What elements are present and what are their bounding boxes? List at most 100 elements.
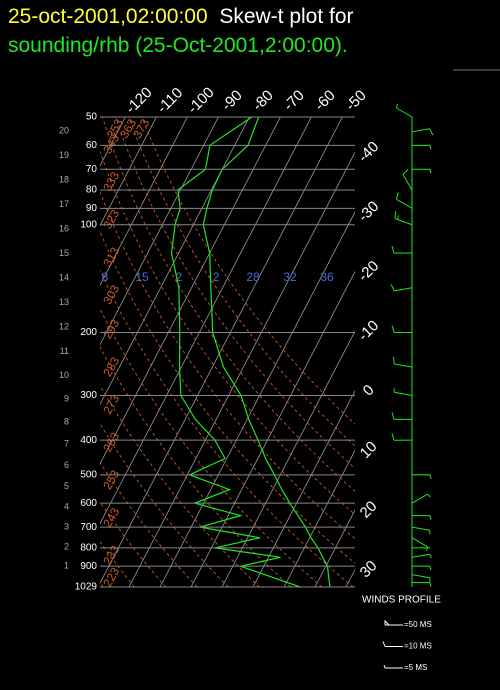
temperature-tick-label: -100 bbox=[184, 84, 217, 117]
y-tick-label: 800 bbox=[80, 543, 97, 554]
height-tick-label: 4 bbox=[64, 502, 69, 512]
y-tick-label: 300 bbox=[80, 390, 97, 401]
wind-barb bbox=[411, 582, 432, 587]
isotherm bbox=[314, 509, 355, 587]
dry-adiabat-label: 323 bbox=[100, 207, 122, 232]
dry-adiabat bbox=[100, 461, 198, 587]
temperature-tick-label: -20 bbox=[355, 258, 382, 285]
height-tick-label: 8 bbox=[64, 416, 69, 426]
dry-adiabat bbox=[128, 117, 355, 447]
dry-adiabat bbox=[100, 501, 167, 587]
isotherm bbox=[100, 117, 312, 525]
dry-adiabat bbox=[101, 117, 355, 492]
temperature-tick-label: -60 bbox=[311, 87, 338, 114]
dry-adiabat-label: 253 bbox=[100, 467, 122, 492]
isotherm bbox=[100, 117, 157, 227]
height-tick-label: 20 bbox=[59, 125, 69, 135]
wind-barb bbox=[391, 325, 413, 333]
wind-barb bbox=[411, 526, 431, 535]
temperature-tick-label: -90 bbox=[218, 87, 245, 114]
wind-barb bbox=[411, 515, 432, 520]
plot-area: 3733633533433333233133032932832732632532… bbox=[100, 117, 355, 587]
dry-adiabat bbox=[100, 422, 229, 587]
wind-legend-label: =10 MS bbox=[404, 642, 432, 651]
height-tick-label: 12 bbox=[59, 322, 69, 332]
dry-adiabat-label: 263 bbox=[100, 430, 122, 455]
isotherm bbox=[100, 117, 250, 406]
wind-legend-symbol bbox=[383, 664, 403, 669]
y-tick-label: 50 bbox=[86, 112, 98, 123]
temperature-tick-label: -80 bbox=[249, 87, 276, 114]
wind-barb bbox=[411, 537, 429, 551]
height-tick-label: 10 bbox=[59, 370, 69, 380]
temperature-tick-label: -70 bbox=[280, 87, 307, 114]
height-tick-label: 13 bbox=[59, 297, 69, 307]
temperature-tick-label: 30 bbox=[357, 557, 381, 581]
wind-barb bbox=[411, 168, 432, 174]
wind-barb bbox=[391, 433, 413, 441]
height-tick-label: 1 bbox=[64, 560, 69, 570]
temperature-tick-label: -10 bbox=[355, 317, 382, 344]
height-tick-label: 2 bbox=[64, 541, 69, 551]
y-tick-label: 90 bbox=[86, 203, 98, 214]
wind-barb bbox=[391, 412, 413, 420]
wind-legend-symbol bbox=[382, 641, 403, 647]
y-tick-label: 400 bbox=[80, 435, 97, 446]
isotherm bbox=[100, 117, 343, 585]
wind-barb bbox=[411, 474, 432, 479]
y-tick-label: 700 bbox=[80, 522, 97, 533]
subtitle: sounding/rhb (25-Oct-2001,2:00:00). bbox=[8, 34, 348, 57]
wind-barb bbox=[395, 103, 413, 118]
height-tick-label: 6 bbox=[64, 460, 69, 470]
isotherm bbox=[221, 330, 355, 587]
dry-adiabat-label: 303 bbox=[100, 282, 122, 307]
wind-barb bbox=[411, 574, 431, 582]
y-tick-label: 80 bbox=[86, 185, 98, 196]
wind-legend-symbol bbox=[384, 619, 403, 626]
y-tick-label: 70 bbox=[86, 164, 98, 175]
wind-legend-label: =5 MS bbox=[404, 663, 427, 672]
y-tick-label: 1029 bbox=[75, 582, 98, 593]
height-tick-label: 19 bbox=[59, 150, 69, 160]
mixing-ratio-label: 28 bbox=[246, 270, 260, 284]
wind-barb bbox=[411, 144, 432, 150]
dry-adiabat bbox=[100, 150, 355, 516]
temperature-tick-label: -110 bbox=[154, 84, 186, 116]
wind-barb bbox=[402, 168, 413, 191]
isotherm bbox=[252, 389, 355, 587]
dry-adiabat bbox=[141, 117, 355, 425]
wind-barb bbox=[393, 388, 413, 396]
isotherm bbox=[100, 117, 219, 346]
wind-legend-title: WINDS PROFILE bbox=[362, 595, 441, 606]
temperature-tick-label: -40 bbox=[355, 138, 382, 165]
isotherm bbox=[128, 151, 355, 587]
height-tick-label: 11 bbox=[60, 346, 69, 356]
mixing-ratio-label: 15 bbox=[135, 270, 149, 284]
height-tick-label: 15 bbox=[59, 248, 69, 258]
height-tick-label: 7 bbox=[64, 439, 69, 449]
temperature-tick-label: 20 bbox=[357, 498, 381, 522]
height-tick-label: 18 bbox=[59, 174, 69, 184]
dry-adiabat bbox=[100, 230, 355, 564]
temperature-tick-label: -30 bbox=[355, 198, 382, 225]
y-tick-label: 600 bbox=[80, 498, 97, 509]
dry-adiabat bbox=[100, 190, 355, 540]
mixing-ratio-label: 32 bbox=[283, 270, 297, 284]
y-tick-label: 100 bbox=[80, 219, 97, 230]
mixing-ratio-label: 2 bbox=[213, 270, 220, 284]
height-tick-label: 16 bbox=[59, 223, 69, 233]
height-tick-label: 17 bbox=[59, 199, 69, 209]
mixing-ratio-label: 2 bbox=[176, 270, 183, 284]
height-tick-label: 5 bbox=[64, 481, 69, 491]
wind-barb bbox=[390, 284, 413, 292]
y-tick-label: 500 bbox=[80, 469, 97, 480]
height-tick-label: 14 bbox=[59, 273, 69, 283]
wind-barb bbox=[411, 565, 432, 571]
title: 25-oct-2001,02:00:00 Skew-t plot for sou… bbox=[8, 2, 354, 60]
title-line: 25-oct-2001,02:00:00 Skew-t plot for bbox=[8, 2, 354, 31]
wind-barb bbox=[411, 553, 432, 559]
y-tick-label: 60 bbox=[86, 140, 98, 151]
isotherm bbox=[190, 270, 355, 587]
mixing-ratio-label: 36 bbox=[320, 270, 334, 284]
